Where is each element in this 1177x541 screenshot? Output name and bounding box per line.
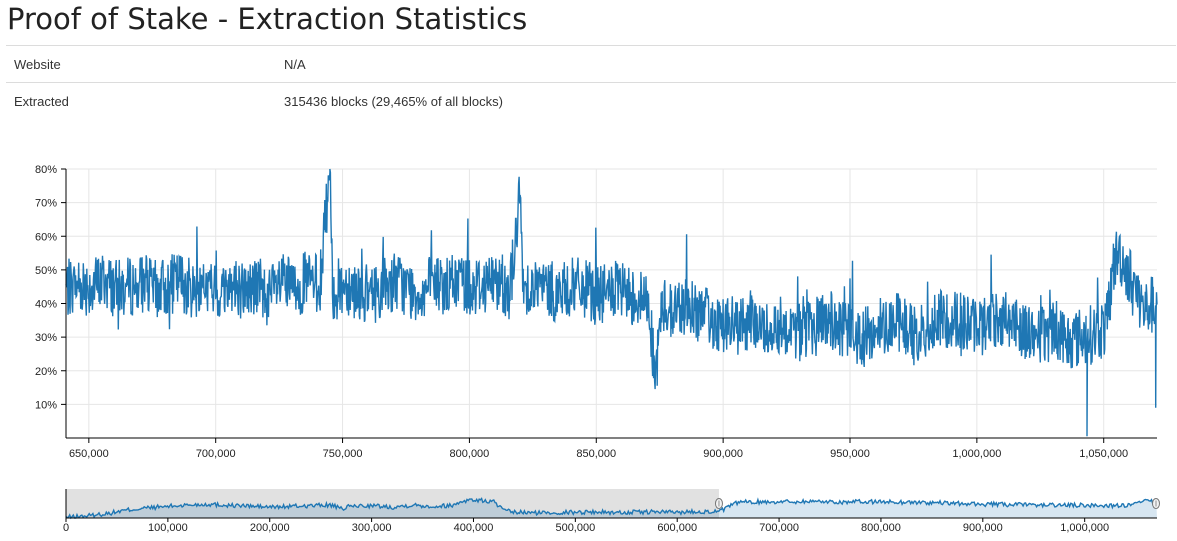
navigator-x-tick-label: 0 xyxy=(63,522,69,534)
brush-handle-left[interactable] xyxy=(714,498,723,509)
navigator-x-tick-label: 900,000 xyxy=(963,522,1003,534)
navigator-x-tick-label: 800,000 xyxy=(861,522,901,534)
info-row-extracted: Extracted 315436 blocks (29,465% of all … xyxy=(6,82,1176,119)
y-tick-label: 30% xyxy=(35,332,57,344)
navigator-x-tick-label: 700,000 xyxy=(759,522,799,534)
x-tick-label: 1,050,000 xyxy=(1079,448,1128,460)
x-tick-label: 1,000,000 xyxy=(952,448,1001,460)
info-row-website: Website N/A xyxy=(6,45,1176,83)
series-line xyxy=(65,168,1158,437)
info-value-extracted: 315436 blocks (29,465% of all blocks) xyxy=(276,82,1176,119)
navigator-chart[interactable]: 0 100,000 200,000 300,000 400,000 500,000 600,… xyxy=(0,480,1177,541)
x-tick-label: 850,000 xyxy=(576,448,616,460)
info-label-extracted: Extracted xyxy=(6,82,276,119)
y-tick-label: 70% xyxy=(35,198,57,210)
x-tick-label: 650,000 xyxy=(69,448,109,460)
brush-handle-right[interactable] xyxy=(1152,498,1160,509)
y-tick-label: 80% xyxy=(35,164,57,176)
y-tick-label: 50% xyxy=(35,265,57,277)
navigator-line xyxy=(65,497,1157,520)
x-tick-label: 950,000 xyxy=(830,448,870,460)
y-tick-label: 40% xyxy=(35,299,57,311)
y-tick-label: 60% xyxy=(35,231,57,243)
navigator-x-tick-label: 100,000 xyxy=(148,522,188,534)
navigator-x-tick-label: 1,000,000 xyxy=(1060,522,1109,534)
info-table: Website N/A Extracted 315436 blocks (29,… xyxy=(6,45,1176,119)
y-tick-label: 10% xyxy=(35,399,57,411)
x-tick-label: 900,000 xyxy=(703,448,743,460)
main-line-chart[interactable]: 650,000 700,000 750,000 800,000 850,000 900,0… xyxy=(0,155,1177,475)
navigator-x-tick-label: 500,000 xyxy=(555,522,595,534)
x-tick-label: 800,000 xyxy=(450,448,490,460)
navigator-x-tick-label: 200,000 xyxy=(250,522,290,534)
info-label-website: Website xyxy=(6,45,276,83)
info-value-website: N/A xyxy=(276,45,1176,83)
y-tick-label: 20% xyxy=(35,366,57,378)
x-tick-label: 700,000 xyxy=(196,448,236,460)
page-title: Proof of Stake - Extraction Statistics xyxy=(7,2,528,36)
navigator-x-tick-label: 600,000 xyxy=(657,522,697,534)
navigator-x-tick-label: 400,000 xyxy=(454,522,494,534)
navigator-x-tick-label: 300,000 xyxy=(352,522,392,534)
x-tick-label: 750,000 xyxy=(323,448,363,460)
